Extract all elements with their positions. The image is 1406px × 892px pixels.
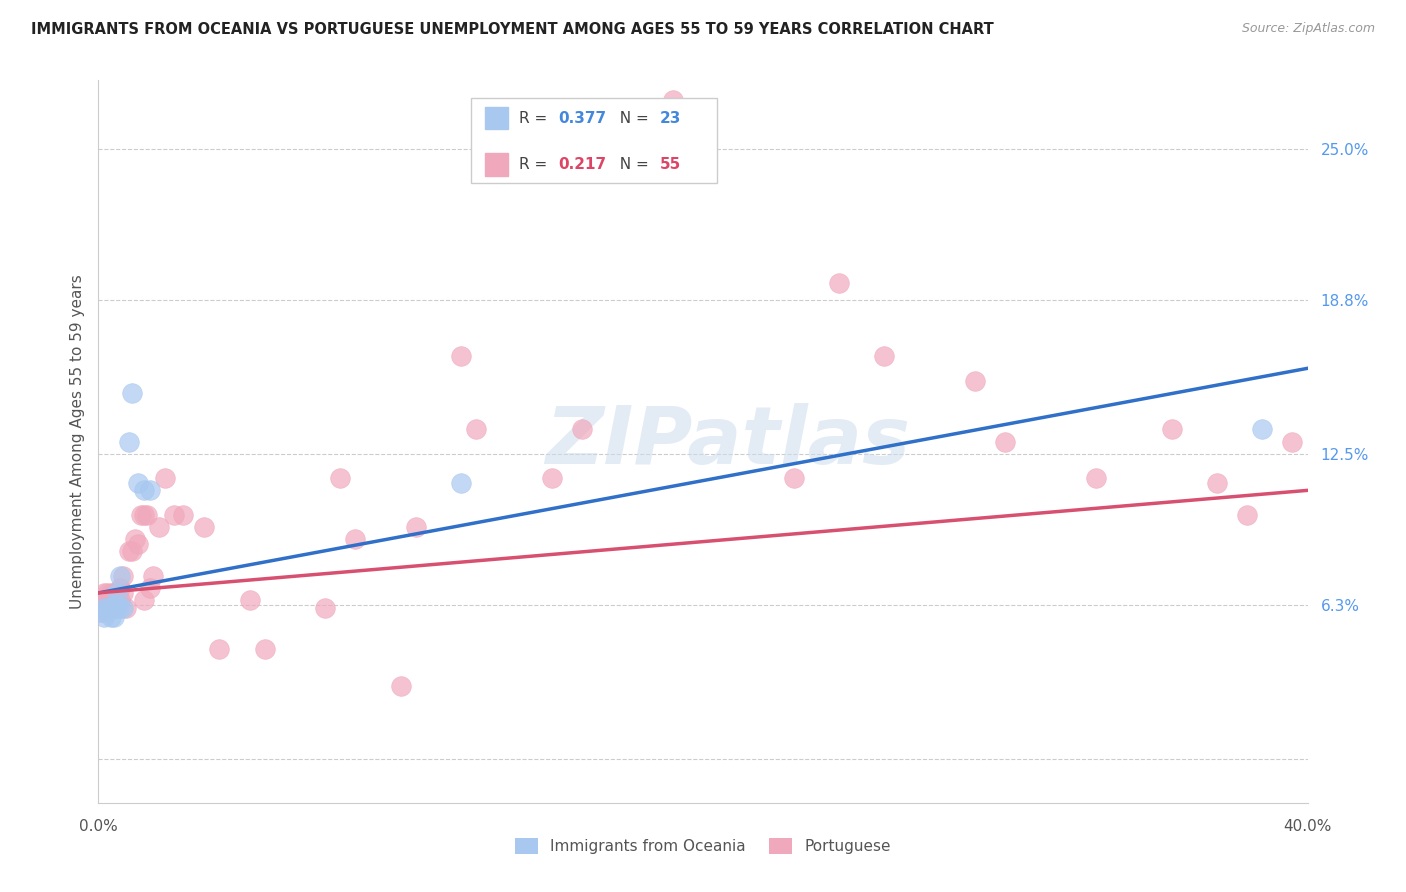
Point	[105, 593, 128, 607]
Point	[103, 598, 125, 612]
Point	[1085, 471, 1108, 485]
Point	[450, 349, 472, 363]
Point	[153, 471, 176, 485]
Point	[121, 385, 143, 400]
Text: 23: 23	[659, 111, 681, 126]
Point	[1251, 422, 1274, 436]
Text: N =: N =	[610, 111, 654, 126]
Point	[103, 600, 125, 615]
Point	[108, 569, 131, 583]
Point	[132, 483, 155, 498]
Point	[93, 600, 115, 615]
Point	[93, 586, 115, 600]
Point	[405, 520, 427, 534]
Point	[1236, 508, 1258, 522]
Point	[90, 598, 112, 612]
Text: 55: 55	[659, 157, 681, 172]
Point	[208, 642, 231, 657]
Point	[121, 544, 143, 558]
Point	[828, 276, 851, 290]
Legend: Immigrants from Oceania, Portuguese: Immigrants from Oceania, Portuguese	[509, 832, 897, 860]
Point	[114, 600, 136, 615]
Point	[100, 610, 122, 624]
Text: N =: N =	[610, 157, 654, 172]
Point	[132, 508, 155, 522]
Text: R =: R =	[519, 111, 553, 126]
Point	[90, 606, 112, 620]
Point	[105, 598, 128, 612]
Text: IMMIGRANTS FROM OCEANIA VS PORTUGUESE UNEMPLOYMENT AMONG AGES 55 TO 59 YEARS COR: IMMIGRANTS FROM OCEANIA VS PORTUGUESE UN…	[31, 22, 994, 37]
Point	[465, 422, 488, 436]
Point	[1206, 476, 1229, 491]
Point	[139, 581, 162, 595]
Text: R =: R =	[519, 157, 553, 172]
Point	[118, 544, 141, 558]
Point	[783, 471, 806, 485]
Point	[100, 600, 122, 615]
Point	[661, 93, 683, 107]
Text: Source: ZipAtlas.com: Source: ZipAtlas.com	[1241, 22, 1375, 36]
Point	[389, 679, 412, 693]
Point	[127, 537, 149, 551]
Point	[1281, 434, 1303, 449]
Y-axis label: Unemployment Among Ages 55 to 59 years: Unemployment Among Ages 55 to 59 years	[69, 274, 84, 609]
Text: 0.377: 0.377	[558, 111, 606, 126]
Point	[253, 642, 276, 657]
Point	[172, 508, 194, 522]
Point	[96, 598, 118, 612]
Point	[239, 593, 262, 607]
Point	[90, 606, 112, 620]
Point	[93, 610, 115, 624]
Point	[314, 600, 336, 615]
Point	[129, 508, 152, 522]
Point	[105, 598, 128, 612]
Text: ZIPatlas: ZIPatlas	[544, 402, 910, 481]
Point	[127, 476, 149, 491]
Point	[139, 483, 162, 498]
Point	[103, 586, 125, 600]
Point	[108, 593, 131, 607]
Point	[111, 586, 134, 600]
Point	[193, 520, 215, 534]
Point	[111, 569, 134, 583]
Point	[965, 374, 987, 388]
Point	[148, 520, 170, 534]
Point	[450, 476, 472, 491]
Point	[93, 598, 115, 612]
Point	[135, 508, 157, 522]
Point	[124, 532, 146, 546]
Point	[540, 471, 562, 485]
Point	[100, 600, 122, 615]
Point	[96, 586, 118, 600]
Point	[103, 598, 125, 612]
Point	[100, 586, 122, 600]
Point	[1160, 422, 1182, 436]
Point	[344, 532, 367, 546]
Point	[96, 600, 118, 615]
Point	[994, 434, 1017, 449]
Point	[873, 349, 896, 363]
Point	[111, 600, 134, 615]
Point	[108, 581, 131, 595]
Point	[571, 422, 593, 436]
Point	[103, 610, 125, 624]
Point	[105, 586, 128, 600]
Point	[105, 600, 128, 615]
Point	[142, 569, 165, 583]
Point	[163, 508, 186, 522]
Point	[108, 600, 131, 615]
Point	[96, 606, 118, 620]
Point	[132, 593, 155, 607]
Text: 0.217: 0.217	[558, 157, 606, 172]
Point	[118, 434, 141, 449]
Point	[329, 471, 352, 485]
